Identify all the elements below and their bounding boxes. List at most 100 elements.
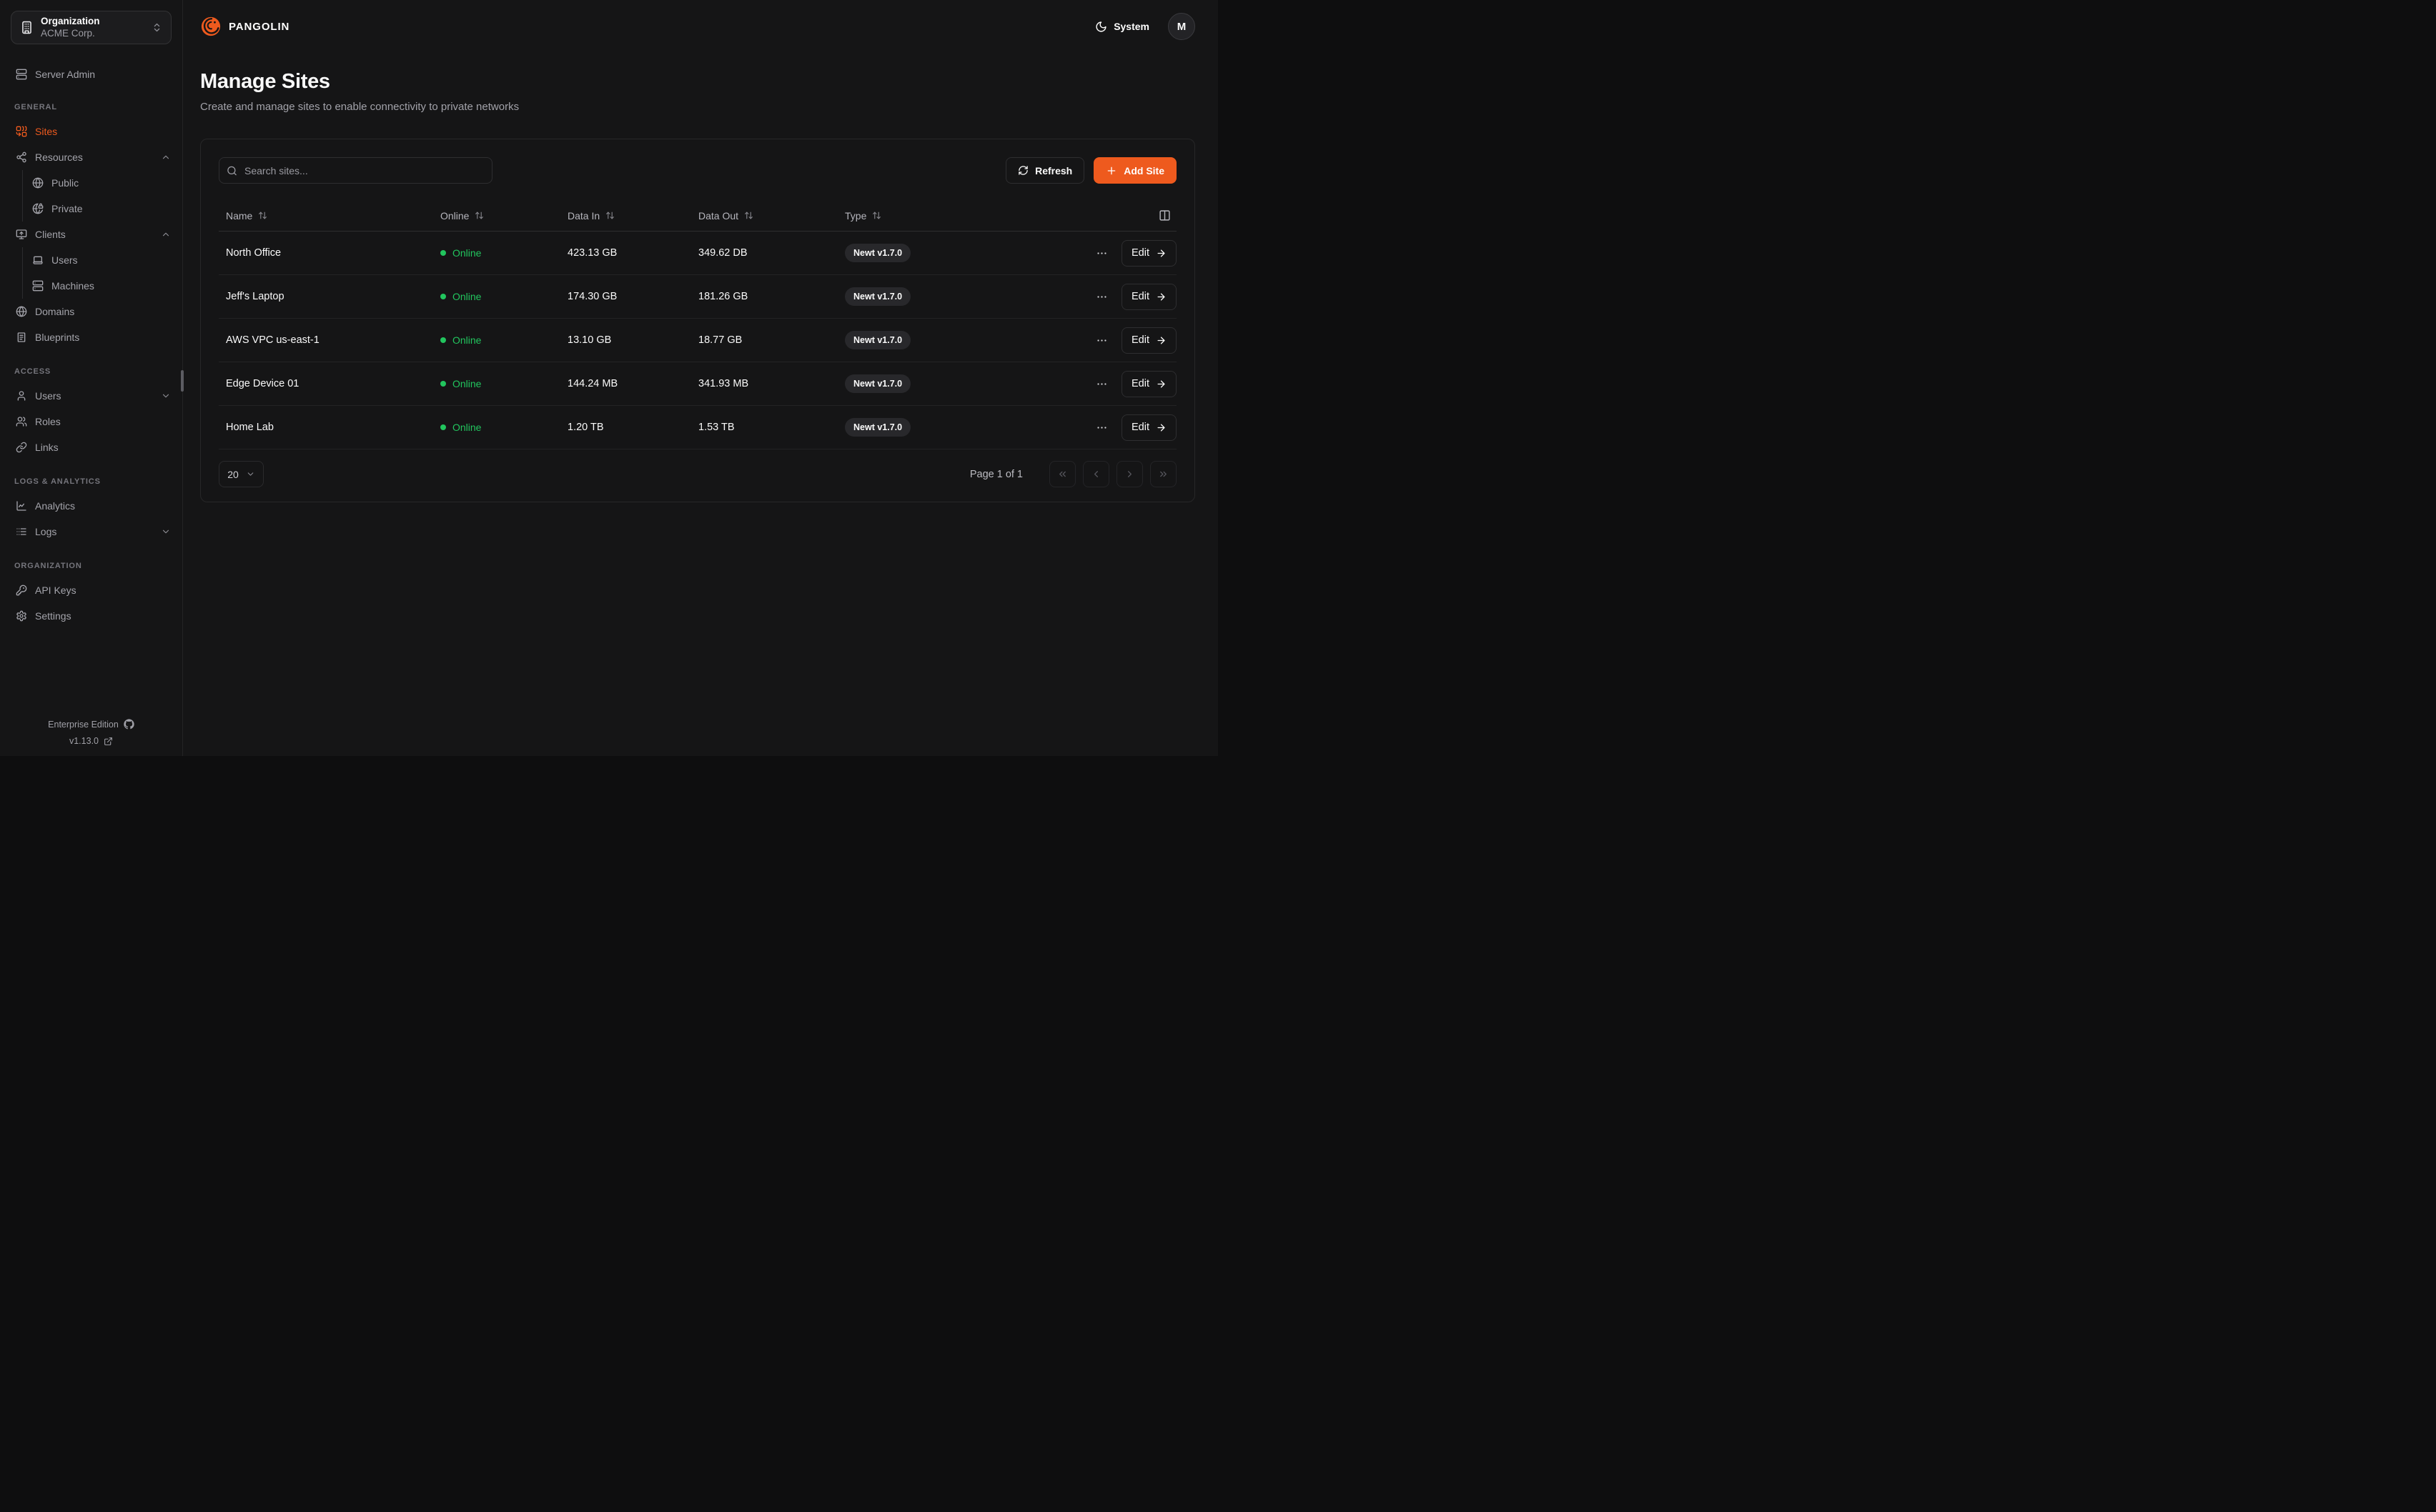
column-header-name[interactable]: Name <box>219 210 433 222</box>
status-cell: Online <box>433 291 560 302</box>
edit-button[interactable]: Edit <box>1122 370 1177 397</box>
edition-line[interactable]: Enterprise Edition <box>0 719 182 730</box>
key-icon <box>16 585 27 596</box>
sidebar-item-label: Machines <box>51 280 94 292</box>
row-menu-button[interactable] <box>1094 289 1109 304</box>
brand: PANGOLIN <box>200 16 289 37</box>
last-page-button[interactable] <box>1150 461 1177 487</box>
sidebar-item-label: Public <box>51 177 79 189</box>
data-in: 144.24 MB <box>568 378 618 389</box>
column-header-data-out[interactable]: Data Out <box>691 210 838 222</box>
status-cell: Online <box>433 422 560 433</box>
status-cell: Online <box>433 334 560 346</box>
sidebar-resize-handle[interactable] <box>181 370 184 392</box>
sidebar-item-client-users[interactable]: Users <box>23 247 182 273</box>
org-selector[interactable]: Organization ACME Corp. <box>11 11 172 44</box>
arrow-right-icon <box>1156 335 1167 346</box>
blueprint-icon <box>16 332 27 343</box>
online-dot <box>440 294 446 299</box>
column-header-type[interactable]: Type <box>838 210 1061 222</box>
sidebar-item-domains[interactable]: Domains <box>0 299 182 324</box>
sidebar-item-settings[interactable]: Settings <box>0 603 182 629</box>
sidebar-item-label: Users <box>51 254 78 266</box>
column-header-data-in[interactable]: Data In <box>560 210 691 222</box>
sidebar-item-analytics[interactable]: Analytics <box>0 493 182 519</box>
first-page-button[interactable] <box>1049 461 1076 487</box>
globe-lock-icon <box>32 203 44 214</box>
status-badge: Online <box>452 422 482 433</box>
type-badge: Newt v1.7.0 <box>845 287 911 306</box>
status-badge: Online <box>452 291 482 302</box>
plus-icon <box>1106 165 1117 176</box>
page-subtitle: Create and manage sites to enable connec… <box>200 101 520 113</box>
refresh-button[interactable]: Refresh <box>1006 157 1085 184</box>
row-menu-button[interactable] <box>1094 246 1109 261</box>
type-cell: Newt v1.7.0 <box>838 287 1061 306</box>
sidebar-item-links[interactable]: Links <box>0 434 182 460</box>
chevron-down-icon <box>161 527 171 537</box>
sidebar-section-logs-analytics: LOGS & ANALYTICS <box>14 477 101 486</box>
refresh-icon <box>1018 165 1029 176</box>
sidebar-item-machines[interactable]: Machines <box>23 273 182 299</box>
edit-button[interactable]: Edit <box>1122 327 1177 354</box>
theme-toggle[interactable]: System <box>1095 21 1149 33</box>
next-page-button[interactable] <box>1116 461 1143 487</box>
table-header: Name Online Data In <box>219 200 1177 232</box>
table-row: AWS VPC us-east-1 Online 13.10 GB 18.77 … <box>219 319 1177 362</box>
edition-label: Enterprise Edition <box>48 719 119 730</box>
sidebar-item-logs[interactable]: Logs <box>0 519 182 544</box>
search-input[interactable] <box>219 157 492 184</box>
status-badge: Online <box>452 247 482 259</box>
main-area: PANGOLIN System M Manage Sites Create an… <box>183 0 1218 756</box>
sidebar-item-label: Logs <box>35 526 57 537</box>
site-name: Jeff's Laptop <box>226 291 284 302</box>
edit-button[interactable]: Edit <box>1122 414 1177 441</box>
avatar[interactable]: M <box>1168 13 1195 40</box>
sidebar-item-resources[interactable]: Resources <box>0 144 182 170</box>
sort-icon <box>605 211 615 220</box>
moon-icon <box>1095 21 1107 33</box>
sidebar-item-sites[interactable]: Sites <box>0 119 182 144</box>
nodes-icon <box>16 151 27 163</box>
edit-button[interactable]: Edit <box>1122 283 1177 310</box>
pangolin-logo <box>200 16 222 37</box>
brand-name: PANGOLIN <box>229 20 290 33</box>
online-dot <box>440 337 446 343</box>
page-size-select[interactable]: 20 <box>219 461 264 487</box>
sidebar-item-public[interactable]: Public <box>23 170 182 196</box>
site-name: Edge Device 01 <box>226 378 299 389</box>
sidebar-item-clients[interactable]: Clients <box>0 222 182 247</box>
version-line[interactable]: v1.13.0 <box>0 736 182 746</box>
edit-label: Edit <box>1132 422 1149 433</box>
theme-label: System <box>1114 21 1149 32</box>
prev-page-button[interactable] <box>1083 461 1109 487</box>
sites-icon <box>16 126 27 137</box>
sidebar-item-roles[interactable]: Roles <box>0 409 182 434</box>
column-header-actions <box>1061 208 1177 223</box>
sidebar-section-general: GENERAL <box>14 103 57 111</box>
chevron-up-icon <box>161 152 171 162</box>
sidebar-item-api-keys[interactable]: API Keys <box>0 577 182 603</box>
row-menu-button[interactable] <box>1094 377 1109 392</box>
column-header-online[interactable]: Online <box>433 210 560 222</box>
sidebar-item-users[interactable]: Users <box>0 383 182 409</box>
page-info: Page 1 of 1 <box>969 468 1023 480</box>
row-menu-button[interactable] <box>1094 333 1109 348</box>
chevron-up-icon <box>161 229 171 239</box>
edit-button[interactable]: Edit <box>1122 239 1177 267</box>
sidebar-item-label: Private <box>51 203 83 214</box>
app-root: Organization ACME Corp. Server Admin GEN… <box>0 0 1218 756</box>
row-menu-button[interactable] <box>1094 420 1109 435</box>
sort-icon <box>258 211 267 220</box>
sidebar-item-private[interactable]: Private <box>23 196 182 222</box>
sidebar-item-blueprints[interactable]: Blueprints <box>0 324 182 350</box>
column-visibility-button[interactable] <box>1157 208 1172 223</box>
status-badge: Online <box>452 378 482 389</box>
chevrons-up-down-icon <box>152 22 162 33</box>
sidebar-item-server-admin[interactable]: Server Admin <box>0 61 182 87</box>
site-name: AWS VPC us-east-1 <box>226 334 320 346</box>
sidebar-item-label: Settings <box>35 610 71 622</box>
search-icon <box>227 165 237 176</box>
github-icon <box>124 719 134 730</box>
add-site-button[interactable]: Add Site <box>1094 157 1177 184</box>
